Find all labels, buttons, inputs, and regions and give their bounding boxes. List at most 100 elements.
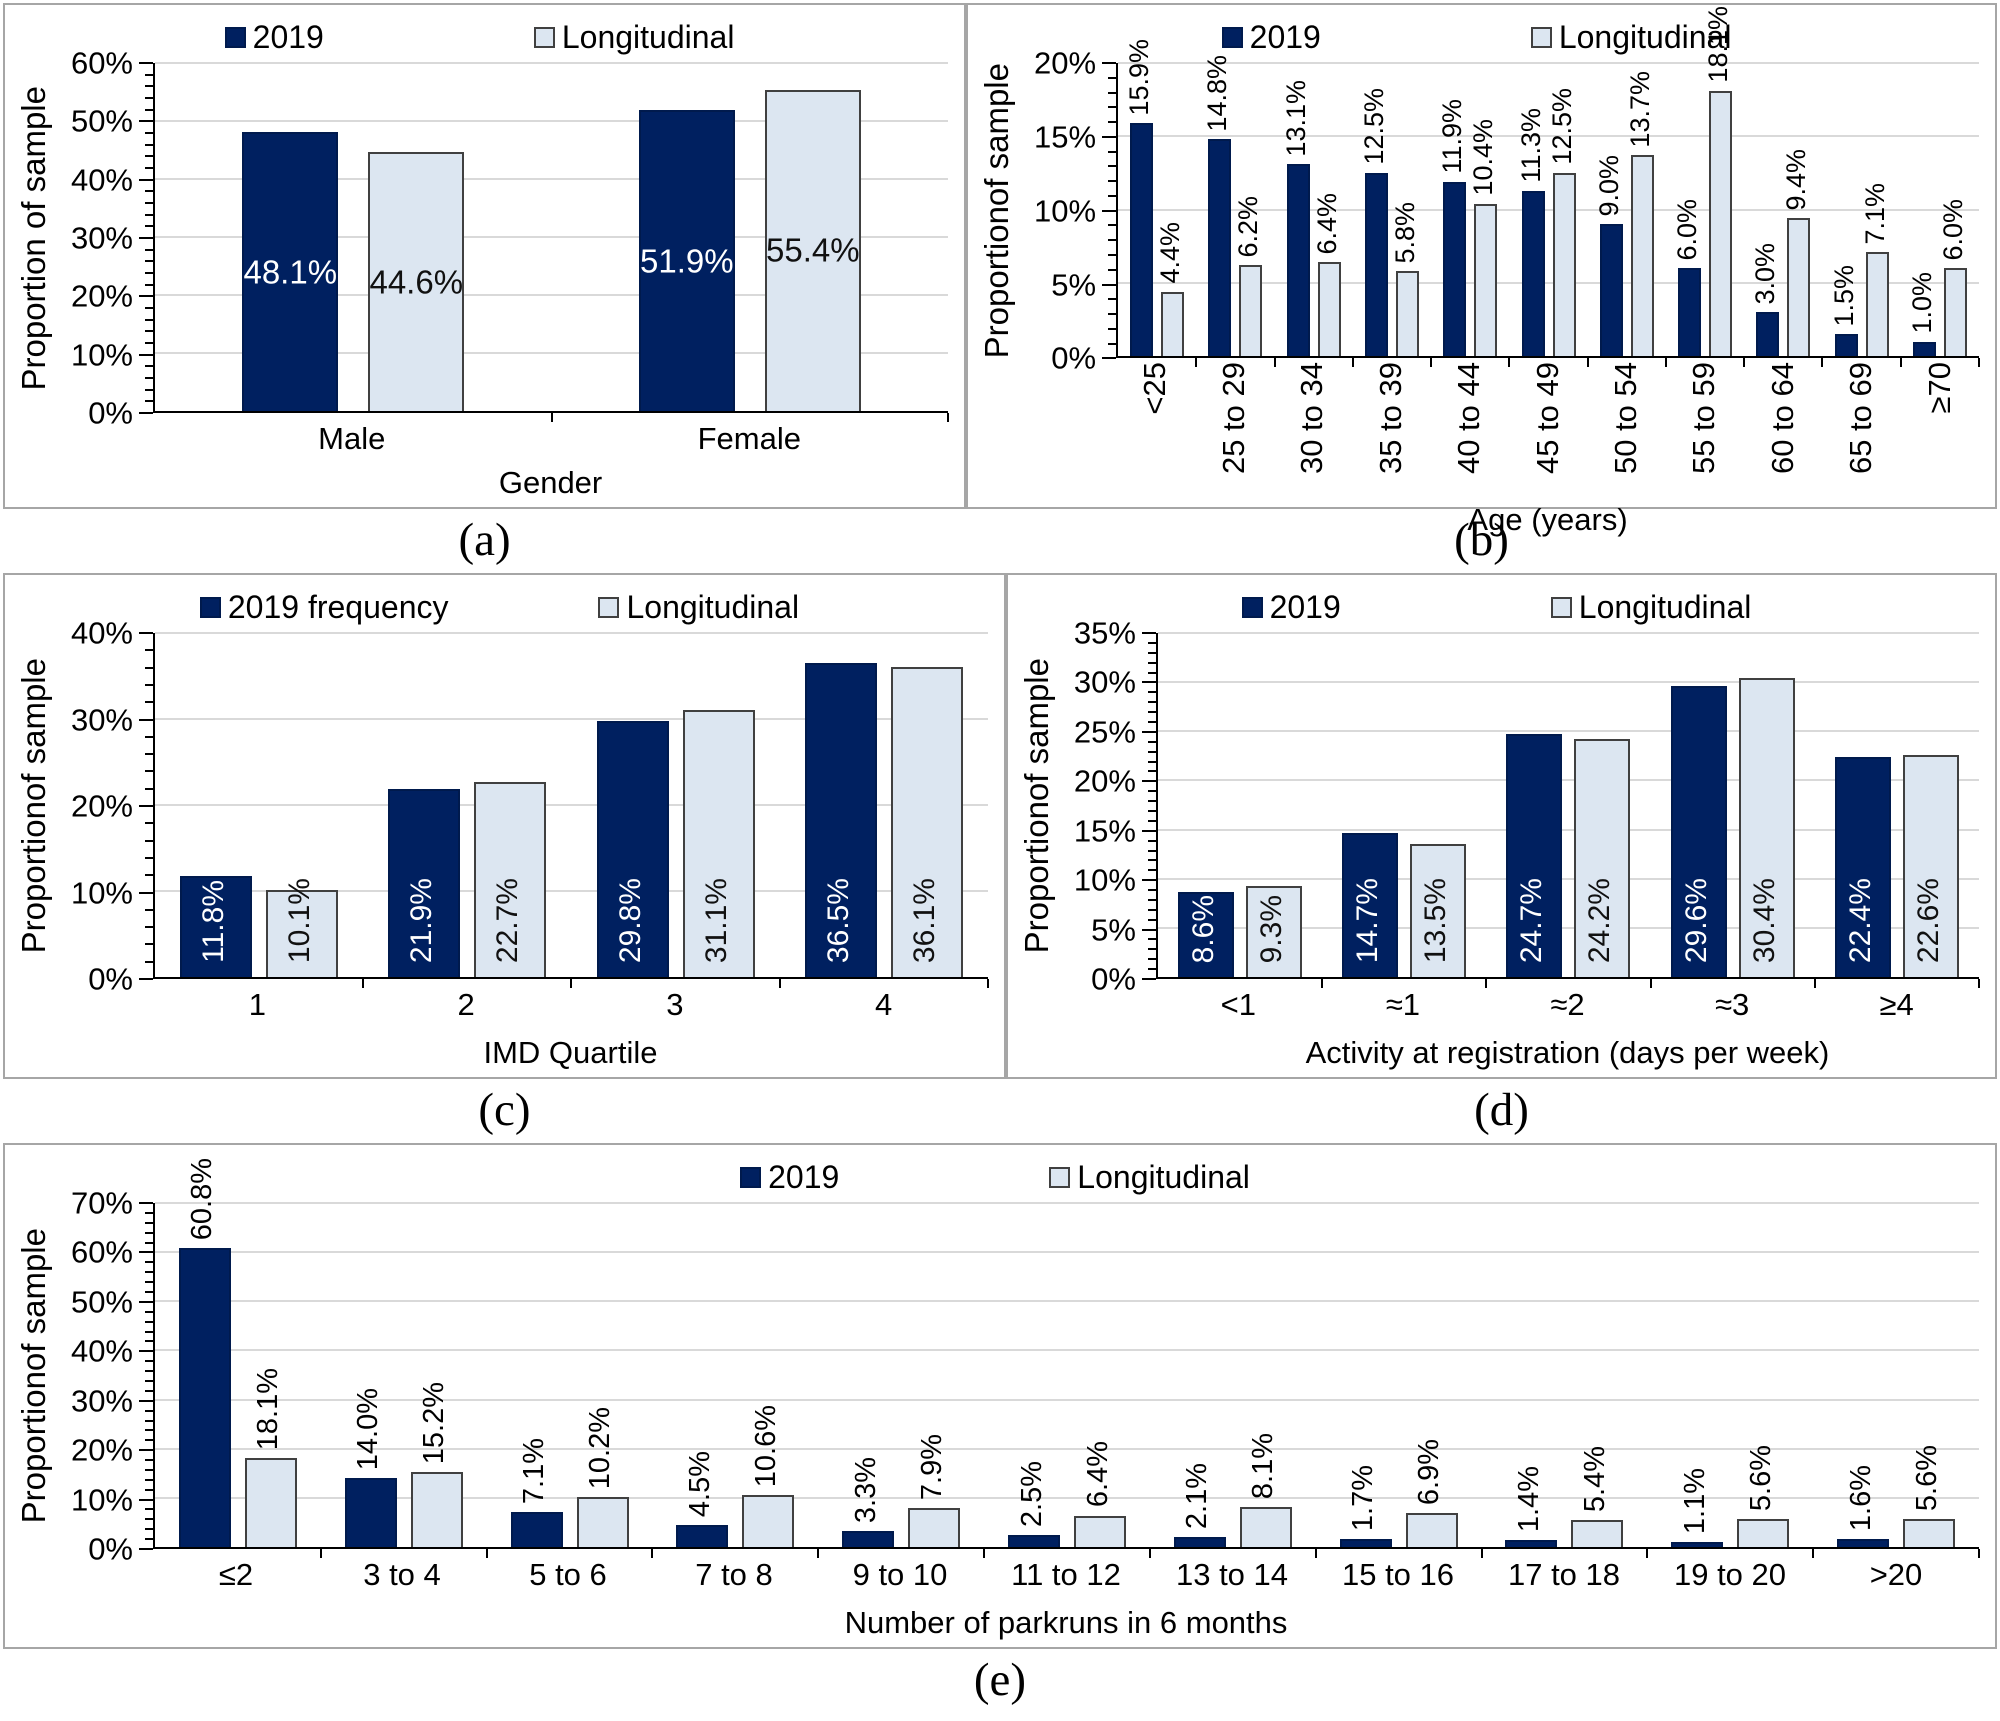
x-axis-tick xyxy=(1821,358,1824,368)
y-tick-label: 30% xyxy=(70,1383,133,1419)
x-axis-tick xyxy=(362,979,365,988)
y-tick xyxy=(1141,780,1156,783)
y-tick xyxy=(1147,770,1156,773)
y-tick xyxy=(1147,908,1156,911)
legend-item-longitudinal: Longitudinal xyxy=(598,589,799,626)
bar-value-label: 1.4% xyxy=(1512,1466,1545,1533)
x-axis-tick xyxy=(319,1549,322,1558)
y-tick xyxy=(145,666,153,669)
plot-area: 8.6% 9.3% 14.7% 13.5% 24.7% 24.2% 29.6% 30.4% 22… xyxy=(1155,632,1980,988)
y-tick xyxy=(145,318,153,321)
x-tick-label: 3 to 4 xyxy=(363,1557,441,1592)
bar-value-label: 3.3% xyxy=(849,1456,882,1523)
x-axis-tick xyxy=(1195,358,1198,368)
legend-label-2019: 2019 frequency xyxy=(227,588,449,625)
bar-longitudinal xyxy=(1787,218,1811,357)
x-axis-title: IMD Quartile xyxy=(483,1035,658,1070)
panel-c-wrap: 2019 frequency Longitudinal Proportionof… xyxy=(3,573,1006,1143)
y-tick xyxy=(139,1498,153,1501)
y-tick xyxy=(139,632,153,634)
y-tick xyxy=(145,822,153,825)
caption-a: (a) xyxy=(458,514,511,566)
y-tick-label: 20% xyxy=(70,1432,133,1468)
y-tick xyxy=(1141,681,1156,684)
y-tick-label: 40% xyxy=(70,162,133,198)
x-tick-label: <1 xyxy=(1220,987,1256,1022)
bar-value-label: 10.2% xyxy=(584,1406,617,1489)
legend-swatch-2019 xyxy=(199,596,221,618)
bar-2019 xyxy=(344,1478,397,1547)
y-tick xyxy=(1108,76,1117,79)
bar-2019 xyxy=(1834,756,1891,977)
y-tick xyxy=(1108,106,1117,109)
y-tick xyxy=(145,1379,153,1382)
bar-longitudinal xyxy=(1737,1519,1790,1547)
y-tick xyxy=(1108,268,1117,271)
bar-longitudinal xyxy=(764,89,861,411)
x-tick-label: ≤2 xyxy=(218,1557,254,1592)
bar-2019 xyxy=(1834,334,1858,357)
gridline xyxy=(155,1496,1979,1499)
bar-value-label: 4.4% xyxy=(1155,222,1186,284)
y-tick xyxy=(1147,701,1156,704)
x-axis-tick xyxy=(778,979,781,988)
y-tick xyxy=(1102,62,1117,64)
y-tick xyxy=(1147,711,1156,714)
legend-label-2019: 2019 xyxy=(1249,18,1321,55)
y-tick xyxy=(145,908,153,911)
y-tick xyxy=(145,1261,153,1264)
x-axis-title: Gender xyxy=(498,465,603,500)
panel-a-wrap: 2019 Longitudinal Proportion of sample 0… xyxy=(3,3,967,573)
gridline xyxy=(1157,877,1979,880)
legend-swatch-longitudinal xyxy=(1049,1166,1071,1188)
bar-2019 xyxy=(1339,1538,1392,1547)
legend-swatch-longitudinal xyxy=(598,596,620,618)
x-tick-label: 65 to 69 xyxy=(1843,362,1879,475)
y-tick xyxy=(145,1459,153,1462)
bar-value-label: 11.3% xyxy=(1515,108,1546,183)
y-tick xyxy=(1147,938,1156,941)
bar-longitudinal xyxy=(682,709,755,977)
bar-longitudinal xyxy=(1074,1515,1126,1547)
x-tick-label: 25 to 29 xyxy=(1215,362,1251,475)
y-tick xyxy=(1147,819,1156,822)
bar-value-label: 5.8% xyxy=(1390,201,1420,264)
x-axis-tick xyxy=(1351,358,1354,368)
bar-value-label: 1.1% xyxy=(1678,1467,1711,1534)
x-axis-tick xyxy=(1273,358,1276,368)
bar-longitudinal xyxy=(1574,739,1631,977)
bar-value-label: 8.6% xyxy=(1187,894,1221,963)
y-tick xyxy=(1108,194,1117,197)
y-tick xyxy=(1141,632,1156,634)
bar-value-label: 30.4% xyxy=(1747,877,1781,963)
bar-value-label: 10.1% xyxy=(283,877,317,963)
legend-swatch-longitudinal xyxy=(533,26,555,48)
y-tick xyxy=(1141,978,1156,980)
bar-2019 xyxy=(676,1524,729,1547)
x-tick-label: >20 xyxy=(1869,1557,1923,1592)
y-tick-label: 0% xyxy=(1091,961,1136,997)
bar-value-label: 18.1% xyxy=(1703,6,1734,83)
gridline xyxy=(1157,828,1979,831)
y-tick xyxy=(145,260,153,263)
x-tick-label: 50 to 54 xyxy=(1607,362,1643,475)
legend-item-longitudinal: Longitudinal xyxy=(1049,1159,1250,1196)
y-tick-label: 30% xyxy=(70,702,133,737)
y-tick xyxy=(1147,948,1156,951)
y-tick-label: 15% xyxy=(1073,813,1136,849)
y-tick xyxy=(145,1221,153,1224)
y-axis-title: Proportionof sample xyxy=(978,63,1016,359)
y-tick xyxy=(145,1290,153,1293)
bar-value-label: 7.1% xyxy=(518,1438,551,1505)
bar-value-label: 10.4% xyxy=(1468,119,1499,196)
bar-longitudinal xyxy=(1902,754,1959,977)
y-tick xyxy=(1147,720,1156,723)
bar-value-label: 6.0% xyxy=(1672,198,1703,261)
bar-2019 xyxy=(1342,832,1399,977)
x-axis-tick xyxy=(1586,358,1589,368)
y-tick-label: 30% xyxy=(1073,664,1136,700)
y-tick xyxy=(145,787,153,790)
x-axis-tick xyxy=(1664,358,1667,368)
plot-area: 48.1% 44.6% 51.9% 55.4% xyxy=(153,62,950,422)
y-tick xyxy=(1108,180,1117,183)
